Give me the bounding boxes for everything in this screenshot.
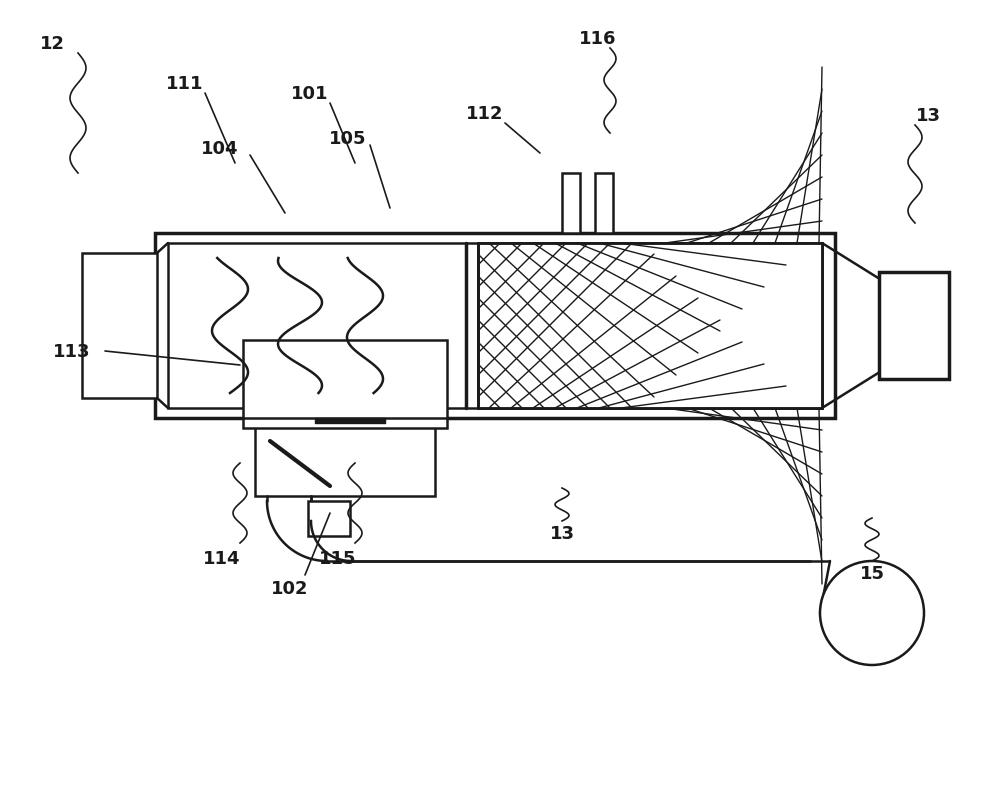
Text: 15: 15 bbox=[860, 565, 885, 582]
FancyBboxPatch shape bbox=[243, 340, 447, 429]
FancyBboxPatch shape bbox=[887, 284, 937, 368]
Text: 13: 13 bbox=[550, 524, 574, 542]
FancyBboxPatch shape bbox=[82, 254, 157, 398]
FancyBboxPatch shape bbox=[562, 173, 580, 234]
FancyBboxPatch shape bbox=[155, 234, 835, 418]
Text: 102: 102 bbox=[271, 579, 309, 597]
Text: 115: 115 bbox=[319, 549, 357, 567]
FancyBboxPatch shape bbox=[595, 173, 613, 234]
Text: 116: 116 bbox=[579, 30, 617, 48]
Text: 101: 101 bbox=[291, 85, 329, 103]
Circle shape bbox=[820, 561, 924, 665]
Text: 104: 104 bbox=[201, 140, 239, 158]
Text: 112: 112 bbox=[466, 105, 504, 123]
FancyBboxPatch shape bbox=[879, 272, 949, 380]
Text: 111: 111 bbox=[166, 75, 204, 93]
Text: 105: 105 bbox=[329, 130, 367, 148]
Text: 12: 12 bbox=[40, 35, 64, 53]
Text: 114: 114 bbox=[203, 549, 241, 567]
FancyBboxPatch shape bbox=[478, 243, 822, 409]
FancyBboxPatch shape bbox=[255, 418, 435, 496]
Text: 13: 13 bbox=[915, 107, 940, 124]
Text: 113: 113 bbox=[53, 343, 91, 361]
FancyBboxPatch shape bbox=[308, 501, 350, 536]
FancyBboxPatch shape bbox=[168, 243, 822, 409]
